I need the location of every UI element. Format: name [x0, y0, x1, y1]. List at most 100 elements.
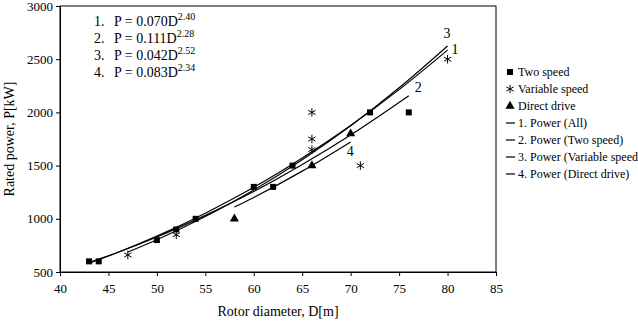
curve-label: 4 — [347, 144, 354, 159]
tick: 85 — [490, 272, 503, 296]
data-point — [308, 135, 315, 143]
tick-label: 60 — [248, 281, 261, 296]
legend-label: Variable speed — [518, 82, 588, 96]
curve-label: 3 — [444, 26, 451, 41]
legend-label: Direct drive — [518, 99, 576, 113]
tick: 70 — [345, 272, 358, 296]
legend: Two speed Variable speed Direct drive 1. Po… — [505, 65, 638, 181]
legend-item: Direct drive — [505, 99, 575, 113]
equation-label: 4. — [94, 65, 105, 80]
legend-swatch — [506, 139, 515, 140]
tick-label: 3000 — [27, 0, 53, 14]
equation: P = 0.042D2.52 — [114, 45, 195, 63]
equation-label: 3. — [94, 48, 105, 63]
equation-label: 2. — [94, 31, 105, 46]
x-axis-title: Rotor diameter, D[m] — [217, 304, 338, 319]
tick-label: 50 — [151, 281, 164, 296]
tick: 55 — [199, 272, 212, 296]
x-axis: 40 45 50 55 60 65 70 75 80 85 — [54, 272, 503, 296]
tick-mark — [157, 272, 158, 276]
legend-label: Two speed — [518, 65, 569, 79]
tick-mark — [108, 272, 109, 276]
tick: 1500 — [27, 158, 60, 173]
legend-swatch — [506, 122, 515, 123]
equation-base: P = 0.070D — [114, 14, 178, 29]
tick-label: 65 — [296, 281, 309, 296]
tick: 60 — [248, 272, 261, 296]
tick-mark — [56, 112, 60, 113]
tick-mark — [56, 166, 60, 167]
legend-label: 4. Power (Direct drive) — [518, 167, 629, 181]
plot-frame — [60, 6, 496, 272]
equation-exponent: 2.28 — [177, 28, 195, 39]
equation-base: P = 0.083D — [114, 65, 178, 80]
equation-base: P = 0.042D — [114, 48, 178, 63]
tick-mark — [56, 219, 60, 220]
y-axis-title: Rated power, P[kW] — [2, 82, 17, 197]
tick-label: 75 — [393, 281, 406, 296]
legend-item: 3. Power (Variable speed) — [506, 150, 638, 164]
equation: P = 0.083D2.34 — [114, 62, 195, 80]
legend-item: 1. Power (All) — [506, 116, 587, 130]
tick-label: 1500 — [27, 158, 53, 173]
tick-mark — [399, 272, 400, 276]
legend-swatch — [505, 101, 514, 109]
tick-mark — [205, 272, 206, 276]
equations: 1. P = 0.070D2.40 2. P = 0.111D2.28 3. P = 0.… — [94, 11, 195, 80]
legend-swatch — [506, 156, 515, 157]
legend-swatch — [506, 173, 515, 174]
chart: 40 45 50 55 60 65 70 75 80 85 500 1000 1500 2000 2500 3… — [0, 0, 638, 326]
legend-item: Two speed — [507, 65, 569, 79]
equation: P = 0.070D2.40 — [114, 11, 195, 29]
equation: P = 0.111D2.28 — [114, 28, 194, 46]
data-point — [406, 109, 412, 115]
tick: 75 — [393, 272, 406, 296]
y-axis: 500 1000 1500 2000 2500 3000 — [27, 0, 61, 280]
tick-label: 1000 — [27, 211, 53, 226]
tick-label: 45 — [102, 281, 115, 296]
tick-mark — [56, 6, 60, 7]
legend-label: 2. Power (Two speed) — [518, 133, 623, 147]
fit-curve — [89, 96, 409, 263]
data-point — [357, 161, 364, 169]
tick: 500 — [34, 265, 61, 280]
equation-base: P = 0.111D — [114, 31, 177, 46]
legend-item: 4. Power (Direct drive) — [506, 167, 629, 181]
tick-label: 2000 — [27, 105, 53, 120]
fit-curve — [89, 50, 447, 263]
tick: 2000 — [27, 105, 60, 120]
tick: 40 — [54, 272, 67, 296]
legend-label: 1. Power (All) — [518, 116, 587, 130]
legend-item: 2. Power (Two speed) — [506, 133, 623, 147]
tick: 50 — [151, 272, 164, 296]
tick-label: 55 — [199, 281, 212, 296]
legend-label: 3. Power (Variable speed) — [518, 150, 638, 164]
tick: 45 — [102, 272, 115, 296]
axis-line — [61, 273, 497, 277]
data-point — [444, 55, 451, 63]
curve-label: 2 — [415, 80, 422, 95]
tick-label: 80 — [442, 281, 455, 296]
tick-mark — [56, 59, 60, 60]
plot: 40 45 50 55 60 65 70 75 80 85 500 1000 1500 2000 2500 3… — [27, 0, 503, 296]
equation-exponent: 2.40 — [178, 11, 196, 22]
legend-swatch — [507, 69, 513, 75]
tick: 3000 — [27, 0, 60, 14]
tick-mark — [448, 272, 449, 276]
equation-exponent: 2.34 — [178, 62, 196, 73]
data-point — [230, 214, 239, 222]
tick-label: 2500 — [27, 52, 53, 67]
tick: 1000 — [27, 211, 60, 226]
curve-label: 1 — [452, 42, 459, 57]
data-point — [308, 108, 315, 116]
tick: 2500 — [27, 52, 60, 67]
tick-mark — [56, 272, 60, 273]
axis-line — [56, 7, 61, 273]
tick-mark — [351, 272, 352, 276]
tick-label: 500 — [34, 265, 54, 280]
tick-label: 40 — [54, 281, 67, 296]
tick-mark — [302, 272, 303, 276]
equation-label: 1. — [94, 14, 105, 29]
legend-swatch — [506, 85, 513, 93]
curve-labels: 1 2 3 4 — [347, 26, 459, 159]
